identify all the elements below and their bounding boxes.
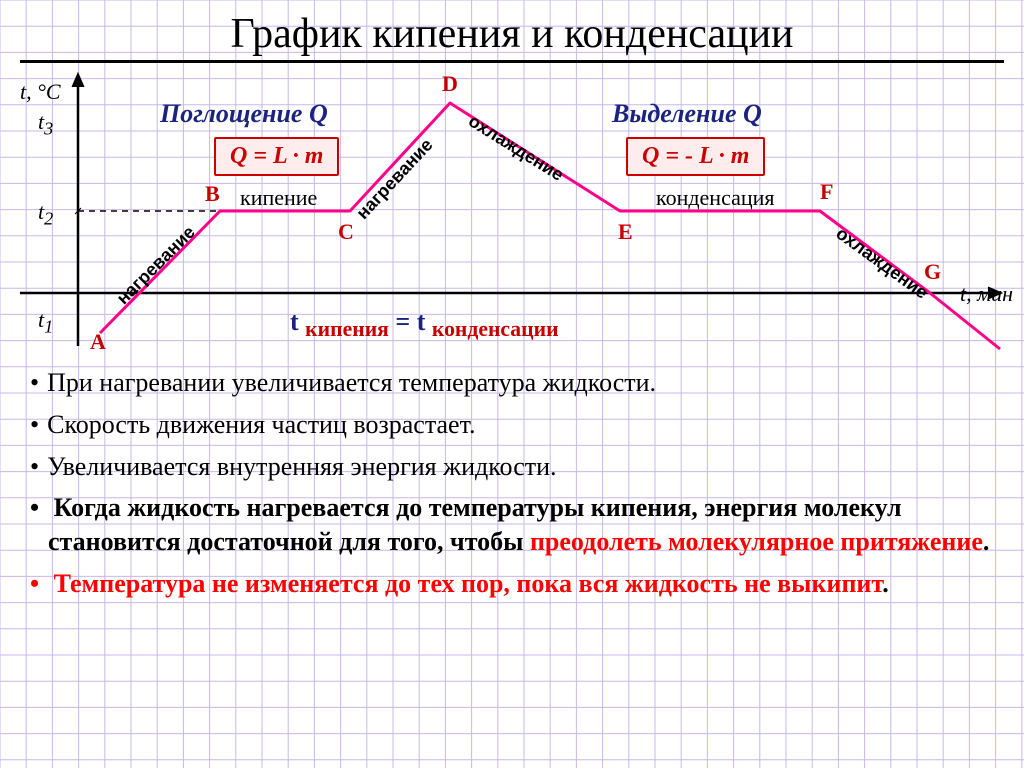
point-A: A: [90, 329, 106, 355]
bullet-5: Температура не изменяется до тех пор, по…: [30, 567, 994, 601]
tick-t3: t3: [38, 109, 53, 139]
formula-absorb: Q = L · m: [214, 137, 339, 176]
page-title: График кипения и конденсации: [20, 10, 1004, 63]
point-F: F: [820, 179, 833, 205]
process-condensation: конденсация: [656, 185, 775, 211]
bullet-3: Увеличивается внутренняя энергия жидкост…: [30, 450, 994, 484]
chart-area: t, °C t3 t2 t1 t, мин A B C D E F G Погл…: [0, 71, 1024, 361]
point-B: B: [205, 181, 220, 207]
tick-t1: t1: [38, 307, 53, 337]
point-D: D: [442, 71, 458, 97]
tick-t2: t2: [38, 199, 53, 229]
bullet-list: При нагревании увеличивается температура…: [0, 361, 1024, 601]
bullet-1: При нагревании увеличивается температура…: [30, 366, 994, 400]
temp-equality: t кипения = t конденсации: [290, 307, 559, 342]
formula-release: Q = - L · m: [626, 137, 765, 176]
q-release-label: Выделение Q: [612, 99, 762, 129]
point-E: E: [618, 219, 633, 245]
y-axis-label: t, °C: [20, 79, 61, 105]
process-boiling: кипение: [240, 185, 317, 211]
x-axis-label: t, мин: [960, 281, 1013, 307]
point-G: G: [924, 259, 941, 285]
point-C: C: [338, 219, 354, 245]
q-absorb-label: Поглощение Q: [160, 99, 328, 129]
bullet-4: Когда жидкость нагревается до температур…: [30, 491, 994, 559]
bullet-2: Скорость движения частиц возрастает.: [30, 408, 994, 442]
